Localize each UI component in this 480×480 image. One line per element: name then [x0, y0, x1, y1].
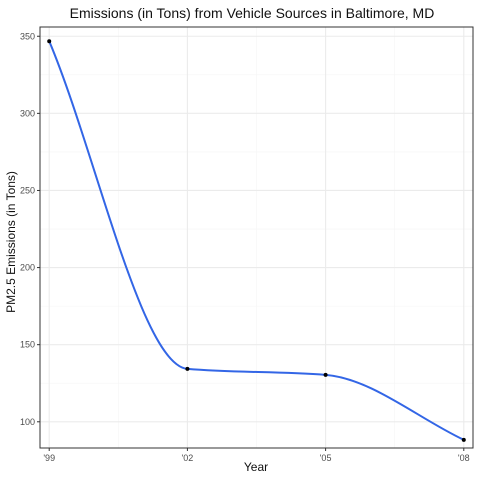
x-tick-label: '99: [43, 453, 55, 463]
y-axis: 100 150 200 250 300 350: [20, 31, 40, 427]
x-tick-label: '02: [182, 453, 194, 463]
y-tick-label: 100: [20, 417, 35, 427]
x-tick-label: '08: [458, 453, 470, 463]
data-point: [323, 372, 328, 377]
minor-gridlines: [40, 27, 473, 448]
y-tick-label: 350: [20, 31, 35, 41]
major-gridlines: [40, 27, 473, 448]
y-tick-label: 250: [20, 185, 35, 195]
panel-border: [39, 26, 474, 449]
chart-title: Emissions (in Tons) from Vehicle Sources…: [70, 5, 435, 21]
x-axis-title: Year: [244, 460, 268, 474]
data-point: [47, 39, 52, 44]
series-line: [48, 40, 465, 441]
y-tick-label: 200: [20, 263, 35, 273]
x-axis: '99 '02 '05 '08: [43, 448, 470, 463]
y-tick-label: 300: [20, 108, 35, 118]
y-axis-title: PM2.5 Emissions (in Tons): [4, 171, 18, 313]
y-tick-label: 150: [20, 340, 35, 350]
data-point: [185, 366, 190, 371]
data-point: [461, 437, 466, 442]
series-layer: [47, 39, 466, 442]
x-tick-label: '05: [320, 453, 332, 463]
